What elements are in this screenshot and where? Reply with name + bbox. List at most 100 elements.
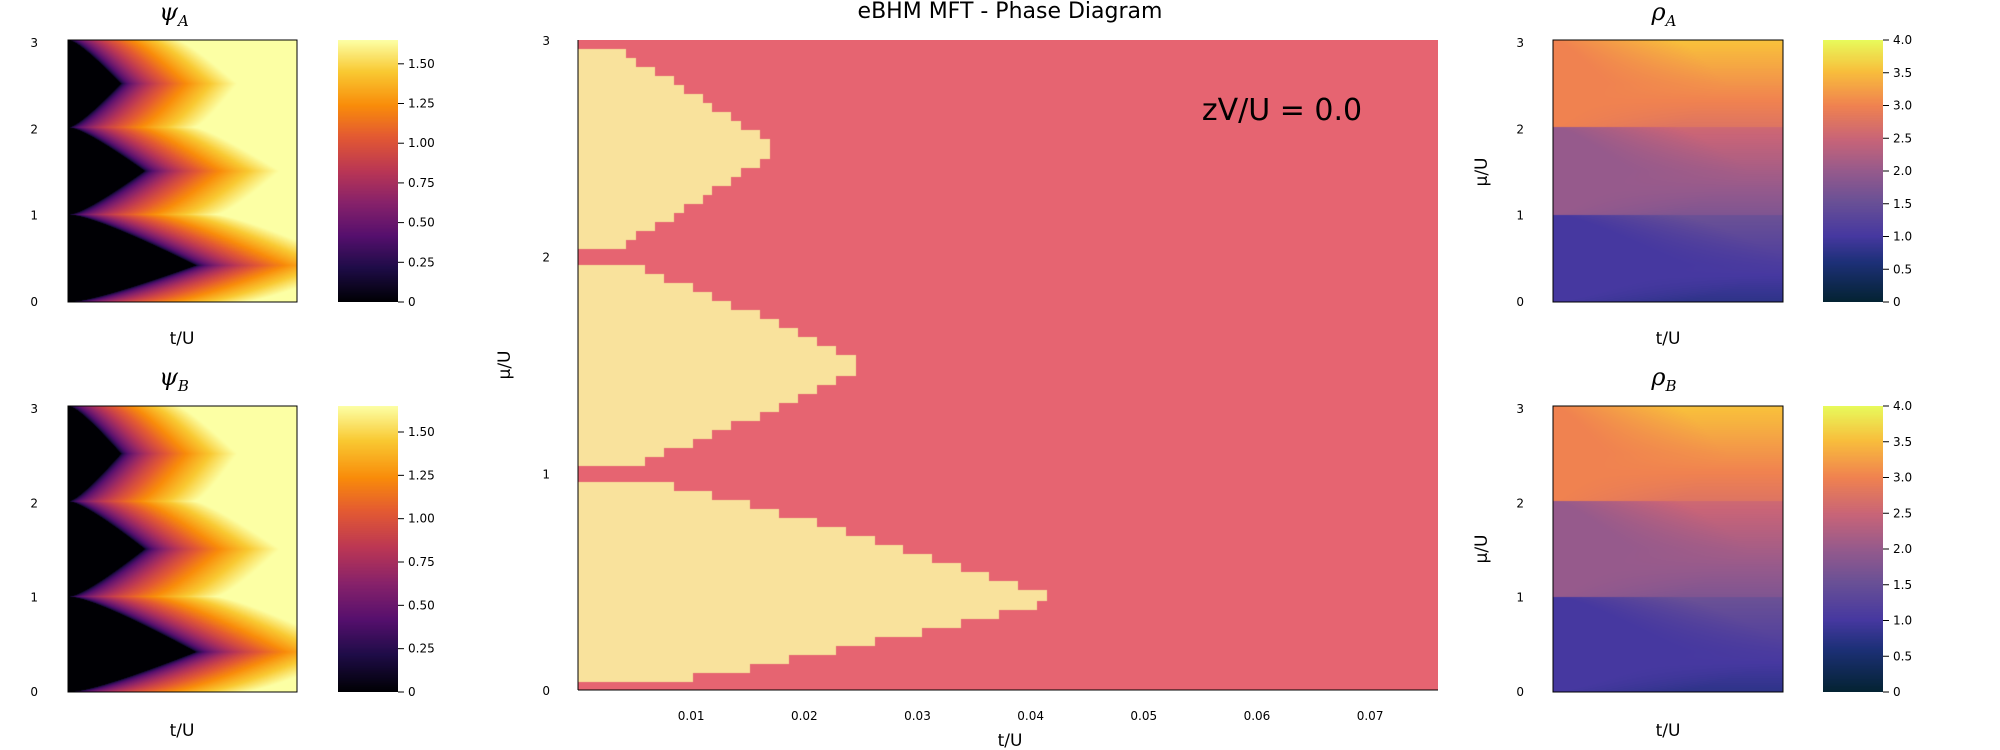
plot-frame-rho-b xyxy=(1552,405,1784,693)
y-tick-label: 0 xyxy=(30,295,38,309)
colorbar-tick-label: 0.5 xyxy=(1893,649,1912,663)
y-tick-label: 0 xyxy=(1516,685,1524,699)
y-tick-label: 1 xyxy=(542,467,550,481)
y-ticks-rho-b: 0 1 2 3 xyxy=(1516,402,1524,699)
colorbar-tick-label: 0.25 xyxy=(408,642,435,656)
colorbar-tick-label: 0.25 xyxy=(408,255,435,269)
colorbar-tick-label: 0.75 xyxy=(408,176,435,190)
y-axis-label-rho-a: μ/U xyxy=(1472,158,1492,187)
colorbar-psi-b xyxy=(338,406,398,692)
y-tick-label: 0 xyxy=(542,684,550,698)
x-ticks-phase: 0.01 0.02 0.03 0.04 0.05 0.06 0.07 xyxy=(678,709,1384,723)
colorbar-ticks-rho-a: 0 0.5 1.0 1.5 2.0 2.5 3.0 3.5 4.0 xyxy=(1883,33,1912,309)
colorbar-tick-label: 1.00 xyxy=(408,512,435,526)
colorbar-rho-a xyxy=(1823,40,1883,302)
panel-phase-diagram: eBHM MFT - Phase Diagram 0 1 2 3 0.01 0.02 0.… xyxy=(495,0,1438,750)
panel-psi-a: ψA 0 1 2 3 t/U 0 0.25 0.50 0.75 1.00 1.25 1.50 xyxy=(30,0,434,349)
y-tick-label: 1 xyxy=(1516,591,1524,605)
panel-title-rho-b: ρB xyxy=(1650,363,1676,395)
colorbar-tick-label: 2.0 xyxy=(1893,542,1912,556)
colorbar-tick-label: 0.5 xyxy=(1893,262,1912,276)
colorbar-tick-label: 1.50 xyxy=(408,57,435,71)
colorbar-tick-label: 4.0 xyxy=(1893,33,1912,47)
colorbar-tick-label: 0 xyxy=(1893,295,1901,309)
heatmap-phase xyxy=(578,40,1438,690)
x-axis-label-psi-a: t/U xyxy=(170,329,195,349)
y-tick-label: 2 xyxy=(1516,496,1524,510)
x-axis-label-rho-b: t/U xyxy=(1656,721,1681,741)
x-tick-label: 0.05 xyxy=(1130,709,1157,723)
colorbar-psi-a xyxy=(338,40,398,302)
colorbar-tick-label: 1.0 xyxy=(1893,614,1912,628)
colorbar-tick-label: 1.00 xyxy=(408,136,435,150)
y-tick-label: 2 xyxy=(30,496,38,510)
panel-title-rho-a: ρA xyxy=(1651,0,1677,30)
panel-title-psi-b: ψB xyxy=(159,363,189,395)
y-tick-label: 2 xyxy=(30,122,38,136)
colorbar-ticks-rho-b: 0 0.5 1.0 1.5 2.0 2.5 3.0 3.5 4.0 xyxy=(1883,399,1912,699)
y-axis-label-rho-b: μ/U xyxy=(1472,535,1492,564)
colorbar-tick-label: 2.5 xyxy=(1893,506,1912,520)
parameter-annotation: zV/U = 0.0 xyxy=(1202,93,1362,128)
x-axis-label-psi-b: t/U xyxy=(170,721,195,741)
y-ticks-psi-b: 0 1 2 3 xyxy=(30,402,38,699)
colorbar-tick-label: 3.0 xyxy=(1893,471,1912,485)
x-tick-label: 0.06 xyxy=(1244,709,1271,723)
heatmap-rho-a xyxy=(1553,40,1783,302)
panel-title-psi-a: ψA xyxy=(159,0,189,30)
heatmap-rho-b xyxy=(1553,406,1783,692)
y-tick-label: 1 xyxy=(30,209,38,223)
colorbar-tick-label: 1.25 xyxy=(408,97,435,111)
colorbar-tick-label: 1.5 xyxy=(1893,197,1912,211)
panel-psi-b: ψB 0 1 2 3 t/U 0 0.25 0.50 0.75 1.00 1.25 1.50 xyxy=(30,363,434,741)
y-tick-label: 2 xyxy=(1516,122,1524,136)
heatmap-psi-b xyxy=(68,406,297,692)
colorbar-tick-label: 2.5 xyxy=(1893,131,1912,145)
colorbar-tick-label: 3.5 xyxy=(1893,435,1912,449)
y-tick-label: 0 xyxy=(1516,295,1524,309)
colorbar-tick-label: 0.50 xyxy=(408,598,435,612)
plot-frame-psi-a xyxy=(67,39,298,303)
y-tick-label: 0 xyxy=(30,685,38,699)
x-tick-label: 0.01 xyxy=(678,709,705,723)
colorbar-tick-label: 2.0 xyxy=(1893,164,1912,178)
main-title: eBHM MFT - Phase Diagram xyxy=(858,0,1163,24)
colorbar-tick-label: 0 xyxy=(1893,685,1901,699)
x-tick-label: 0.07 xyxy=(1357,709,1384,723)
plot-frame-psi-b xyxy=(67,405,298,693)
y-tick-label: 1 xyxy=(30,591,38,605)
colorbar-tick-label: 1.25 xyxy=(408,468,435,482)
x-tick-label: 0.02 xyxy=(791,709,818,723)
heatmap-psi-a xyxy=(68,40,297,302)
colorbar-tick-label: 0.75 xyxy=(408,555,435,569)
y-tick-label: 3 xyxy=(542,34,550,48)
colorbar-ticks-psi-a: 0 0.25 0.50 0.75 1.00 1.25 1.50 xyxy=(398,57,435,309)
y-ticks-rho-a: 0 1 2 3 xyxy=(1516,36,1524,309)
x-axis-label-rho-a: t/U xyxy=(1656,329,1681,349)
y-tick-label: 3 xyxy=(30,402,38,416)
y-ticks-psi-a: 0 1 2 3 xyxy=(30,36,38,309)
panel-rho-a: ρA 0 1 2 3 t/U μ/U 0 0.5 1.0 1.5 2.0 2.5 3.0 3.5 4.… xyxy=(1472,0,1912,349)
colorbar-tick-label: 1.5 xyxy=(1893,578,1912,592)
y-tick-label: 3 xyxy=(1516,36,1524,50)
colorbar-tick-label: 4.0 xyxy=(1893,399,1912,413)
x-axis-label-phase: t/U xyxy=(998,731,1023,750)
plot-frame-rho-a xyxy=(1552,39,1784,303)
colorbar-tick-label: 0 xyxy=(408,685,416,699)
y-ticks-phase: 0 1 2 3 xyxy=(542,34,550,698)
colorbar-rho-b xyxy=(1823,406,1883,692)
y-tick-label: 2 xyxy=(542,251,550,265)
x-tick-label: 0.04 xyxy=(1017,709,1044,723)
colorbar-tick-label: 0.50 xyxy=(408,216,435,230)
colorbar-ticks-psi-b: 0 0.25 0.50 0.75 1.00 1.25 1.50 xyxy=(398,425,435,699)
colorbar-tick-label: 3.5 xyxy=(1893,66,1912,80)
y-tick-label: 1 xyxy=(1516,209,1524,223)
y-axis-label-phase: μ/U xyxy=(495,351,515,380)
colorbar-tick-label: 3.0 xyxy=(1893,99,1912,113)
colorbar-tick-label: 1.50 xyxy=(408,425,435,439)
y-tick-label: 3 xyxy=(30,36,38,50)
y-tick-label: 3 xyxy=(1516,402,1524,416)
colorbar-tick-label: 0 xyxy=(408,295,416,309)
panel-rho-b: ρB 0 1 2 3 t/U μ/U 0 0.5 1.0 1.5 2.0 2.5 3.0 3.5 4.… xyxy=(1472,363,1912,741)
